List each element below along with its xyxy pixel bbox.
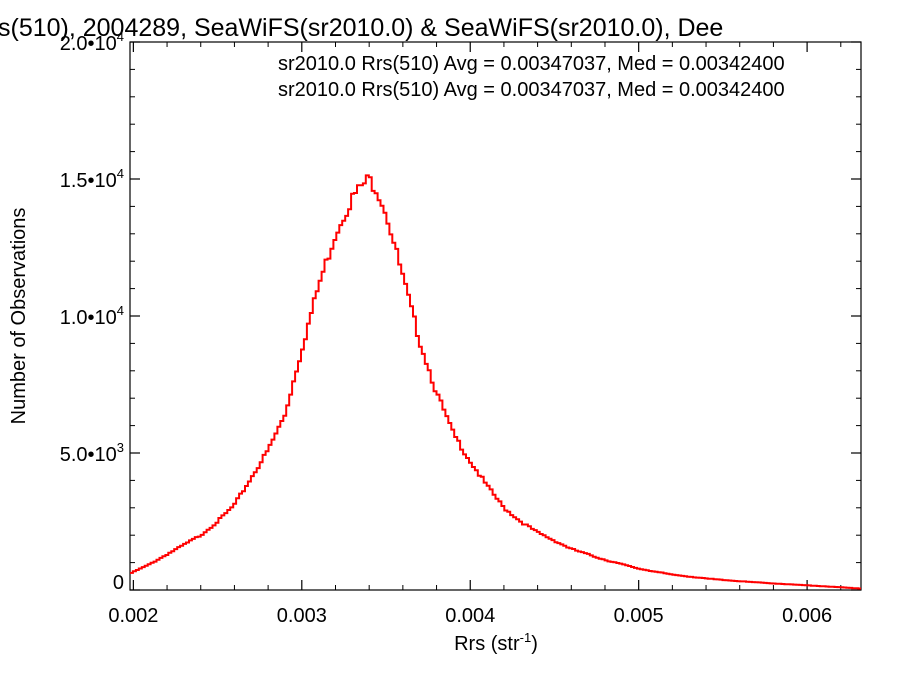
y-tick-label: 5.0•103 [60,440,124,466]
stats-annotation-black: sr2010.0 Rrs(510) Avg = 0.00347037, Med … [278,53,785,75]
x-axis-label-sup: -1 [520,630,532,645]
x-tick-label: 0.005 [614,605,664,627]
plot-frame [129,41,862,591]
x-axis-label-end: ) [531,633,538,655]
y-axis: 0 5.0•103 1.0•104 1.5•104 2.0•104 [60,29,861,594]
y-tick-label: 0 [113,572,124,594]
x-axis-label-text: Rrs (str [454,633,520,655]
x-tick-label: 0.003 [277,605,327,627]
stats-annotation-red: sr2010.0 Rrs(510) Avg = 0.00347037, Med … [278,79,785,101]
x-tick-label: 0.006 [782,605,832,627]
y-tick-label: 2.0•104 [60,29,124,55]
y-tick-label: 1.5•104 [60,166,124,192]
y-tick-label: 1.0•104 [60,303,124,329]
x-tick-label: 0.002 [108,605,158,627]
x-axis: 0.002 0.003 0.004 0.005 0.006 [108,42,842,627]
x-axis-label: Rrs (str-1) [454,630,538,655]
y-axis-label: Number of Observations [8,208,30,425]
x-tick-label: 0.004 [445,605,495,627]
chart-title: s(510), 2004289, SeaWiFS(sr2010.0) & Sea… [0,14,723,42]
histogram-series-line [130,174,861,590]
